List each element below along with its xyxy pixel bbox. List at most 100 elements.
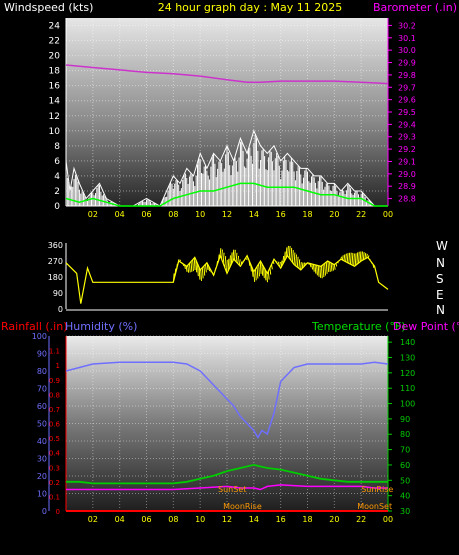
direction-spike bbox=[206, 263, 209, 270]
direction-spike bbox=[280, 260, 283, 268]
direction-spike bbox=[356, 252, 359, 265]
direction-spike bbox=[338, 259, 341, 262]
time-tick-label: 02 bbox=[88, 210, 98, 219]
time-tick-label: 06 bbox=[141, 515, 151, 524]
time-tick-label: 00 bbox=[383, 515, 393, 524]
direction-spike bbox=[272, 260, 275, 265]
direction-spike bbox=[264, 269, 267, 281]
direction-spike bbox=[230, 252, 233, 265]
climate-panel-axes: 010203040506070809010000.10.20.30.40.50.… bbox=[32, 332, 416, 524]
time-tick-label: 22 bbox=[356, 515, 366, 524]
direction-spike bbox=[304, 262, 307, 266]
sunrise-label: SunRise bbox=[361, 485, 393, 494]
direction-spike bbox=[309, 263, 312, 268]
direction-spike bbox=[279, 261, 281, 267]
direction-spike bbox=[259, 261, 262, 274]
temperature-tick-label: 30 bbox=[400, 507, 410, 516]
direction-tick-label: 270 bbox=[48, 257, 63, 266]
direction-spike bbox=[316, 265, 318, 276]
direction-spike bbox=[246, 256, 249, 261]
wind-average-line bbox=[65, 182, 388, 207]
direction-spike bbox=[329, 261, 331, 272]
direction-spike bbox=[242, 260, 244, 264]
direction-spike bbox=[320, 265, 323, 279]
direction-spike bbox=[240, 261, 243, 266]
direction-spike bbox=[348, 252, 351, 264]
chart-title: 24 hour graph day : May 11 2025 bbox=[158, 1, 343, 14]
direction-spike bbox=[341, 255, 344, 261]
rain-tick-label: 0.3 bbox=[49, 464, 60, 472]
rain-axis-title: Rainfall (.in) bbox=[1, 320, 68, 333]
direction-spike bbox=[333, 264, 336, 270]
time-tick-label: 06 bbox=[141, 210, 151, 219]
direction-spike bbox=[193, 258, 196, 271]
rain-tick-label: 0.1 bbox=[49, 493, 60, 501]
rain-tick-label: 0.7 bbox=[49, 406, 60, 414]
direction-spike bbox=[232, 249, 235, 261]
direction-spike bbox=[300, 261, 302, 270]
wind-tick-label: 22 bbox=[49, 37, 60, 47]
direction-spike bbox=[298, 259, 301, 269]
direction-spike bbox=[340, 256, 343, 260]
direction-spike bbox=[196, 263, 199, 277]
humidity-tick-label: 90 bbox=[37, 350, 47, 359]
time-tick-label: 04 bbox=[115, 210, 125, 219]
direction-spike bbox=[221, 249, 223, 260]
humidity-tick-label: 40 bbox=[37, 437, 47, 446]
gust-spike-group bbox=[65, 135, 373, 206]
time-tick-label: 14 bbox=[249, 210, 259, 219]
wind-tick-label: 24 bbox=[49, 22, 61, 32]
time-tick-label: 14 bbox=[249, 515, 259, 524]
humidity-tick-label: 30 bbox=[37, 455, 47, 464]
rain-tick-label: 0.6 bbox=[49, 421, 61, 429]
direction-spike bbox=[296, 256, 299, 268]
direction-spike bbox=[335, 263, 338, 267]
climate-panel-marks: SunSet SunRise MoonRise MoonSet bbox=[65, 361, 393, 512]
humidity-tick-label: 60 bbox=[37, 402, 47, 411]
temperature-tick-label: 110 bbox=[400, 384, 415, 393]
time-tick-label: 18 bbox=[302, 515, 312, 524]
direction-spike bbox=[361, 251, 364, 261]
wind-tick-label: 14 bbox=[49, 97, 61, 107]
baro-tick-label: 29.9 bbox=[398, 59, 416, 68]
direction-spike bbox=[213, 273, 215, 276]
direction-spike bbox=[188, 263, 191, 273]
direction-spike bbox=[359, 251, 362, 262]
direction-spike bbox=[308, 262, 310, 266]
direction-spike bbox=[184, 264, 186, 270]
direction-spike bbox=[179, 259, 182, 262]
direction-spike bbox=[214, 267, 217, 271]
baro-tick-label: 30.2 bbox=[398, 21, 416, 30]
direction-spike bbox=[269, 267, 272, 275]
rain-tick-label: 0.8 bbox=[49, 391, 60, 399]
direction-spike bbox=[271, 264, 273, 270]
direction-spike bbox=[254, 269, 257, 281]
direction-spike bbox=[229, 255, 231, 268]
time-tick-label: 10 bbox=[195, 515, 205, 524]
direction-panel-background bbox=[66, 243, 388, 311]
direction-spike bbox=[364, 252, 367, 260]
direction-tick-label: 180 bbox=[48, 273, 63, 282]
direction-spike bbox=[237, 255, 240, 264]
compass-label: N bbox=[436, 256, 445, 270]
direction-spike bbox=[277, 261, 280, 265]
time-tick-label: 12 bbox=[222, 515, 232, 524]
humidity-tick-label: 80 bbox=[37, 367, 47, 376]
wind-max-line bbox=[65, 129, 388, 207]
direction-spike bbox=[267, 271, 270, 280]
direction-spike bbox=[174, 268, 177, 276]
wind-tick-label: 12 bbox=[49, 112, 60, 122]
baro-tick-label: 29.8 bbox=[398, 71, 416, 80]
moonrise-label: MoonRise bbox=[223, 502, 262, 511]
direction-spike bbox=[343, 254, 346, 261]
time-tick-label: 16 bbox=[276, 210, 286, 219]
compass-label: E bbox=[436, 288, 444, 302]
direction-spike bbox=[198, 267, 201, 280]
time-tick-label: 08 bbox=[168, 515, 178, 524]
direction-spike bbox=[219, 248, 222, 257]
direction-spike bbox=[351, 252, 354, 266]
humidity-line bbox=[65, 361, 389, 439]
wind-tick-label: 8 bbox=[54, 142, 60, 152]
baro-tick-label: 29.0 bbox=[398, 170, 416, 179]
